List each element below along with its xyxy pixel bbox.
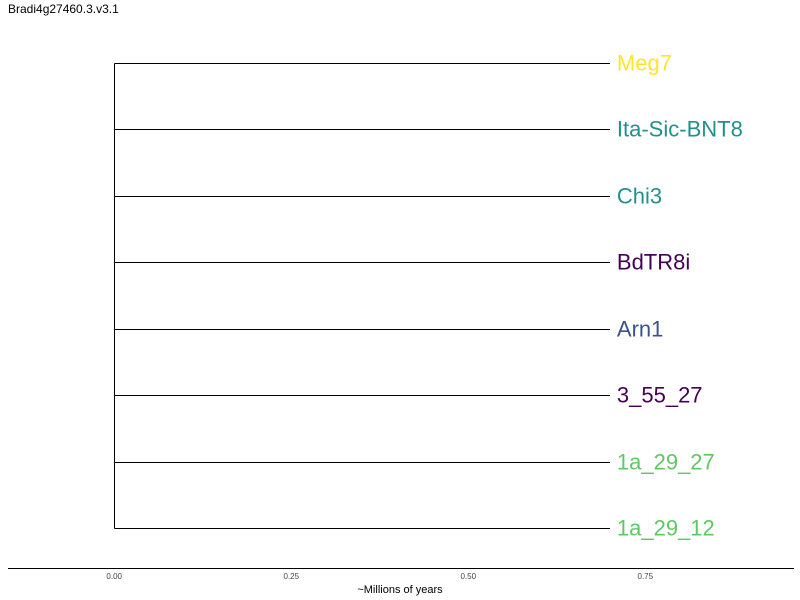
x-tick-label: 0.50: [460, 572, 476, 581]
x-axis-ticks: 0.00 0.25 0.50 0.75: [106, 572, 653, 581]
leaf-label: 1a_29_27: [617, 449, 715, 474]
x-tick-label: 0.00: [106, 572, 122, 581]
leaf-label: Ita-Sic-BNT8: [617, 116, 743, 141]
leaf-labels: Meg7 Ita-Sic-BNT8 Chi3 BdTR8i Arn1 3_55_27 1a_…: [617, 50, 743, 540]
leaf-label: BdTR8i: [617, 249, 690, 274]
leaf-label: 1a_29_12: [617, 515, 715, 540]
leaf-label: Meg7: [617, 50, 672, 75]
x-axis-title: ~Millions of years: [357, 584, 443, 596]
leaf-label: 3_55_27: [617, 382, 703, 407]
chart-title: Bradi4g27460.3.v3.1: [8, 2, 119, 16]
x-tick-label: 0.25: [283, 572, 299, 581]
tree-branches: [114, 63, 610, 529]
leaf-label: Arn1: [617, 316, 663, 341]
leaf-label: Chi3: [617, 183, 662, 208]
x-tick-label: 0.75: [638, 572, 654, 581]
